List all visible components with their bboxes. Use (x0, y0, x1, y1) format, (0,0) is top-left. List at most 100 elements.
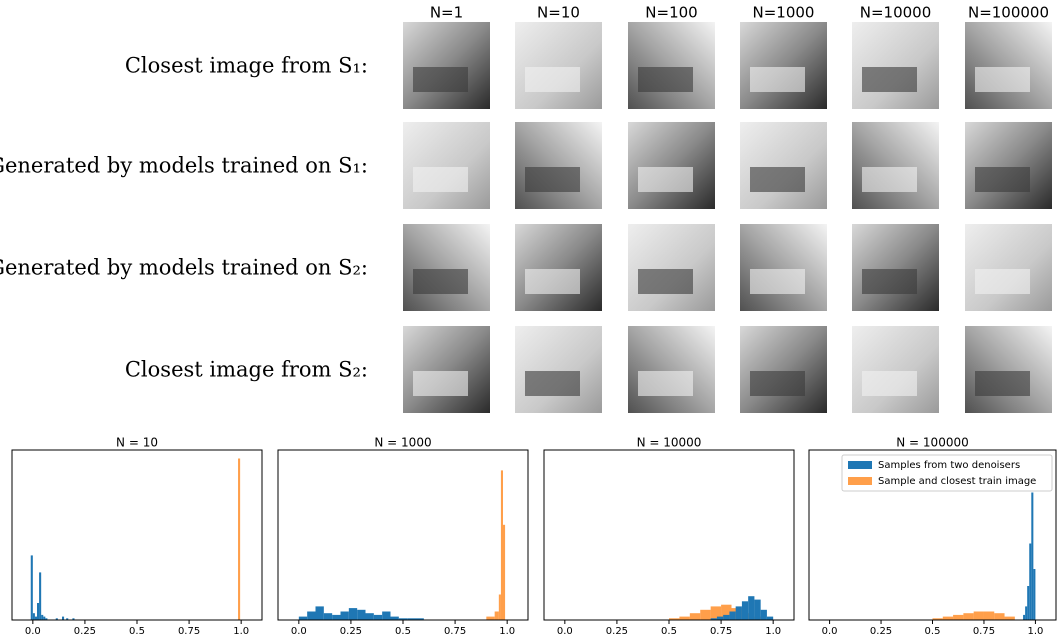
bar (690, 613, 700, 620)
bar (366, 613, 374, 620)
bar (324, 613, 332, 620)
bar (717, 617, 723, 620)
x-tick-label: 1.0 (1027, 626, 1043, 636)
bar (357, 610, 365, 620)
image (965, 22, 1052, 109)
bar (316, 606, 324, 620)
x-tick-label: 0.0 (822, 626, 838, 636)
x-tick-label: 0.5 (129, 626, 145, 636)
bar (729, 612, 735, 621)
image-detail (862, 67, 917, 92)
bar (307, 612, 315, 621)
bar (349, 608, 357, 620)
x-tick-label: 0.5 (395, 626, 411, 636)
chart-title: N = 1000 (374, 436, 431, 450)
bar (1023, 615, 1025, 620)
image (740, 326, 827, 413)
x-tick-label: 0.25 (606, 626, 628, 636)
bar (299, 617, 307, 620)
x-tick-label: 0.0 (291, 626, 307, 636)
image (852, 326, 939, 413)
image (852, 122, 939, 209)
plot-frame (12, 450, 262, 620)
column-header: N=1 (430, 4, 463, 22)
bar (374, 615, 382, 620)
bar (1025, 606, 1027, 620)
image (515, 122, 602, 209)
bar (723, 615, 729, 620)
x-tick-label: 0.25 (870, 626, 892, 636)
bar (767, 617, 773, 620)
bar (742, 601, 748, 620)
image-detail (862, 371, 917, 396)
image-detail (750, 371, 805, 396)
column-header: N=100000 (968, 4, 1049, 22)
bar (35, 617, 37, 620)
bar (1027, 586, 1029, 620)
image (515, 224, 602, 311)
image-detail (525, 269, 580, 294)
plot-frame (544, 450, 794, 620)
bar (499, 595, 501, 621)
image-detail (413, 371, 468, 396)
image-detail (525, 167, 580, 192)
image (965, 326, 1052, 413)
bar (31, 555, 33, 620)
x-tick-label: 0.75 (710, 626, 732, 636)
bar (736, 606, 742, 620)
bar (679, 617, 689, 620)
bar (943, 617, 953, 620)
bar (1033, 569, 1035, 620)
legend-label: Samples from two denoisers (878, 460, 1020, 471)
legend-swatch (848, 477, 872, 485)
row-label: Generated by models trained on S₂: (0, 256, 368, 280)
image-detail (525, 371, 580, 396)
bar (341, 612, 349, 621)
image-detail (525, 67, 580, 92)
image (628, 122, 715, 209)
image (403, 22, 490, 109)
chart-title: N = 100000 (896, 436, 968, 450)
bar (761, 610, 767, 620)
bar (39, 572, 41, 620)
x-tick-label: 0.25 (340, 626, 362, 636)
plot-frame (278, 450, 528, 620)
image-detail (862, 167, 917, 192)
image-detail (750, 67, 805, 92)
x-tick-label: 1.0 (499, 626, 515, 636)
image-detail (413, 167, 468, 192)
image (852, 22, 939, 109)
bar (41, 615, 43, 620)
x-tick-label: 0.0 (557, 626, 573, 636)
image (403, 224, 490, 311)
image (628, 224, 715, 311)
row-label: Generated by models trained on S₁: (0, 154, 368, 178)
bar (62, 617, 64, 620)
bar (238, 459, 240, 621)
image-detail (862, 269, 917, 294)
image-detail (750, 269, 805, 294)
image-detail (975, 167, 1030, 192)
bar (974, 612, 984, 621)
column-header: N=10000 (860, 4, 932, 22)
bar (700, 610, 710, 620)
x-tick-label: 1.0 (233, 626, 249, 636)
bar (1029, 544, 1031, 621)
image-detail (750, 167, 805, 192)
figure: N=1N=10N=100N=1000N=10000N=100000Closest… (0, 0, 1057, 636)
image (515, 326, 602, 413)
x-tick-label: 0.25 (74, 626, 96, 636)
bar (953, 615, 963, 620)
image (628, 326, 715, 413)
column-header: N=1000 (753, 4, 815, 22)
image-detail (413, 67, 468, 92)
x-tick-label: 0.5 (661, 626, 677, 636)
bar (495, 612, 499, 621)
image-detail (975, 67, 1030, 92)
chart-title: N = 10000 (637, 436, 702, 450)
image-detail (638, 269, 693, 294)
image (515, 22, 602, 109)
bar (486, 617, 494, 620)
x-tick-label: 1.0 (765, 626, 781, 636)
bar (43, 617, 45, 620)
